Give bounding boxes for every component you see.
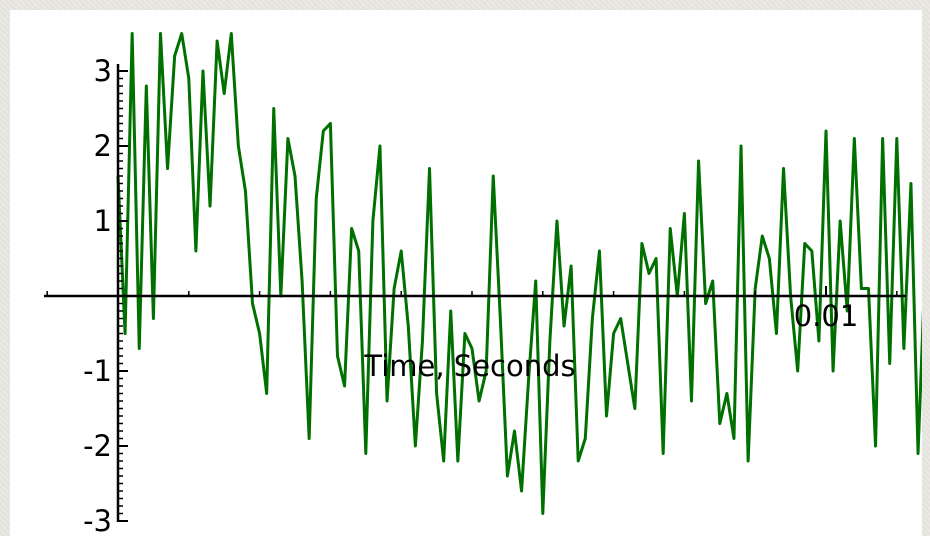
y-tick-label: -3 [83,504,112,536]
x-axis-label: Time, Seconds [363,349,575,383]
y-tick-label: -1 [83,354,112,388]
series-line-1 [116,32,922,515]
x-tick-label: 0.01 [794,299,859,333]
y-tick-label: 1 [94,204,112,238]
y-tick-label: 2 [94,129,112,163]
y-tick-label: 3 [94,54,112,88]
y-tick-label: -2 [83,429,112,463]
series-layer [116,32,922,515]
